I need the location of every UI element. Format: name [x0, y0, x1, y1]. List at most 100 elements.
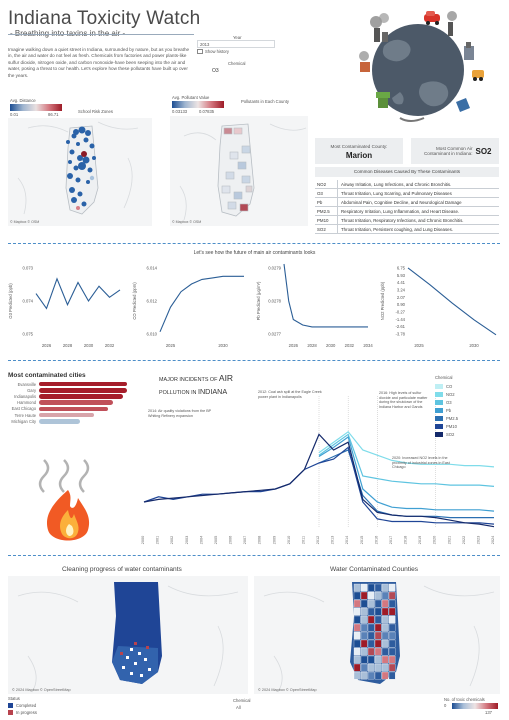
chemical-legend-item[interactable]: PM10 [435, 422, 485, 430]
forecast-ytick: 6.012 [147, 299, 158, 304]
city-row[interactable]: Terre Haute [6, 412, 134, 418]
chemical-legend-item[interactable]: O3 [435, 398, 485, 406]
legend-label: CO [446, 383, 453, 389]
disease-row: SO2 Throat Irritation, Persistent coughin… [315, 225, 499, 234]
county-cell [374, 655, 382, 664]
incident-xtick: 2016 [374, 536, 378, 544]
county-cell [353, 647, 361, 656]
incident-xtick: 2005 [214, 536, 218, 544]
county-cell [353, 583, 361, 592]
incidents-title-part1: MAJOR INCIDENTS OF [159, 377, 219, 383]
forecast-chart[interactable]: O3 Predicted (ppb) 0.073 0.074 0.075 2026 202… [8, 266, 121, 349]
county-cell [388, 655, 396, 664]
city-row[interactable]: Indianapolis [6, 393, 134, 399]
subtitle-divider [8, 34, 194, 35]
section-divider-2 [8, 360, 500, 361]
city-row[interactable]: Hammond [6, 400, 134, 406]
year-filter-label: Year [233, 35, 242, 40]
show-history-checkbox[interactable] [197, 49, 203, 54]
chemical-legend-item[interactable]: NO2 [435, 390, 485, 398]
county-cell [381, 655, 389, 664]
forecast-ytick: 6.010 [147, 332, 158, 337]
city-name: Terre Haute [14, 412, 36, 418]
city-bar [39, 412, 94, 418]
status-legend-item[interactable]: In progress [8, 709, 37, 716]
county-cell [367, 671, 375, 680]
county-cell [353, 631, 361, 640]
most-contaminated-county-kpi: Most Contaminated County: Marion [315, 138, 403, 164]
pollutants-county-map[interactable]: © Mapbox © OSM [170, 116, 308, 226]
county-cell [374, 607, 382, 616]
school-risk-zones-map[interactable]: © Mapbox © OSM [8, 118, 152, 226]
school-risk-map-title: School Risk Zones [78, 109, 113, 114]
city-bar [39, 400, 113, 405]
incident-xtick: 2020 [433, 536, 437, 544]
county-cell [374, 623, 382, 632]
cleaning-progress-map[interactable]: © 2024 Mapbox © OpenStreetMap [8, 576, 248, 694]
forecast-line [35, 277, 121, 310]
county-cell [353, 663, 361, 672]
status-legend: Completed In progress [8, 702, 37, 716]
pollutant-legend-gradient [172, 101, 224, 108]
incident-series-line [143, 433, 495, 528]
fire-illustration [38, 459, 90, 541]
chemical-legend-item[interactable]: PM2.5 [435, 414, 485, 422]
legend-label: O3 [446, 399, 452, 405]
status-legend-item[interactable]: Completed [8, 702, 37, 709]
incident-xtick: 2011 [301, 536, 305, 544]
chemical-legend-item[interactable]: Pb [435, 406, 485, 414]
forecast-line [283, 263, 368, 328]
city-row[interactable]: East Chicago [6, 406, 134, 412]
section-divider-1 [8, 243, 500, 244]
toxic-count-legend-gradient [452, 703, 498, 709]
forecast-ytick: 0.0277 [268, 332, 281, 337]
forecast-ytick: 0.90 [397, 302, 406, 307]
incident-series-line [318, 433, 495, 487]
forecast-xtick: 2030 [218, 343, 228, 348]
annotation-2020: 2020: Increased NO2 levels in the proxim… [392, 456, 450, 470]
county-cell [367, 623, 375, 632]
disease-code: PM10 [317, 218, 329, 223]
disease-description: Throat Irritation, Respiratory Infection… [337, 216, 499, 224]
city-row[interactable]: Gary [6, 387, 134, 393]
incident-xtick: 2023 [476, 536, 480, 544]
county-cell [353, 655, 361, 664]
chemical-filter-value[interactable]: O3 [212, 68, 219, 74]
county-cell [374, 583, 382, 592]
chemical-legend-item[interactable]: SO2 [435, 430, 485, 438]
year-filter-dropdown[interactable]: 2013 [197, 40, 275, 48]
year-filter-value: 2013 [200, 42, 210, 47]
county-cell [353, 615, 361, 624]
county-cell [367, 591, 375, 600]
water-contaminated-map[interactable]: © 2024 Mapbox © OpenStreetMap [254, 576, 500, 694]
incidents-title-part2: AIR [218, 373, 234, 383]
most-common-air-contaminant-kpi: Most Common Air Contaminant in Indiana: … [411, 138, 499, 164]
water-chemical-filter-value[interactable]: All [236, 705, 241, 710]
forecast-title: Let's see how the future of main air con… [193, 250, 316, 256]
page-title: Indiana Toxicity Watch [8, 8, 201, 29]
pollutant-legend-max: 0.07835 [199, 109, 215, 114]
disease-description: Throat Irritation, Persistent coughing, … [337, 225, 499, 233]
disease-row: PM10 Throat Irritation, Respiratory Infec… [315, 216, 499, 225]
incident-xtick: 2017 [389, 536, 393, 544]
forecast-xtick: 2026 [289, 343, 299, 348]
incidents-line-chart[interactable]: 2000 2001 2002 2003 2004 2005 2006 2007 2008 2009… [140, 388, 500, 550]
incident-xtick: 2002 [170, 536, 174, 544]
pollutant-map-credit: © Mapbox © OSM [172, 220, 201, 224]
city-row[interactable]: Michigan City [6, 418, 134, 424]
cleaning-map-title: Cleaning progress of water contaminants [62, 566, 182, 573]
forecast-ylabel: NO2 Predicted (ppb) [380, 281, 385, 320]
chemical-legend-item[interactable]: CO [435, 382, 485, 390]
forecast-chart[interactable]: Pb Predicted (μg/m³) 0.0279 0.0278 0.0277 20… [256, 263, 373, 348]
legend-swatch [435, 407, 443, 413]
forecast-xtick: 2034 [363, 343, 373, 348]
forecast-chart[interactable]: CO Predicted (ppm) 6.014 6.012 6.010 2025 203… [132, 266, 244, 349]
forecast-xtick: 2030 [326, 343, 336, 348]
city-name: Indianapolis [14, 393, 36, 399]
county-cell [360, 647, 368, 656]
forecast-chart[interactable]: NO2 Predicted (ppb) 6.75 5.93 4.41 3.24 2.07 0… [380, 266, 497, 349]
forecast-xtick: 2030 [84, 343, 94, 348]
county-cell [381, 623, 389, 632]
county-cell [360, 599, 368, 608]
city-row[interactable]: Evansville [6, 381, 134, 387]
